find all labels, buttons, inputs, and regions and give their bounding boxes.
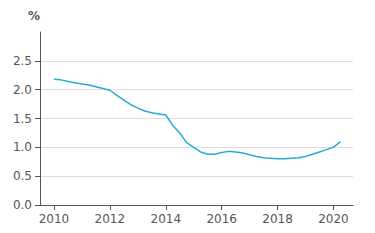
svg-text:1.0: 1.0 xyxy=(13,140,32,154)
svg-text:2020: 2020 xyxy=(318,212,349,226)
svg-text:1.5: 1.5 xyxy=(13,112,32,126)
svg-text:2010: 2010 xyxy=(39,212,70,226)
svg-text:0.5: 0.5 xyxy=(13,169,32,183)
svg-text:%: % xyxy=(28,9,40,23)
svg-text:2014: 2014 xyxy=(150,212,181,226)
svg-text:2.0: 2.0 xyxy=(13,83,32,97)
svg-text:0.0: 0.0 xyxy=(13,198,32,212)
svg-text:2018: 2018 xyxy=(262,212,293,226)
svg-text:2.5: 2.5 xyxy=(13,54,32,68)
svg-text:2012: 2012 xyxy=(95,212,126,226)
svg-text:2016: 2016 xyxy=(206,212,237,226)
